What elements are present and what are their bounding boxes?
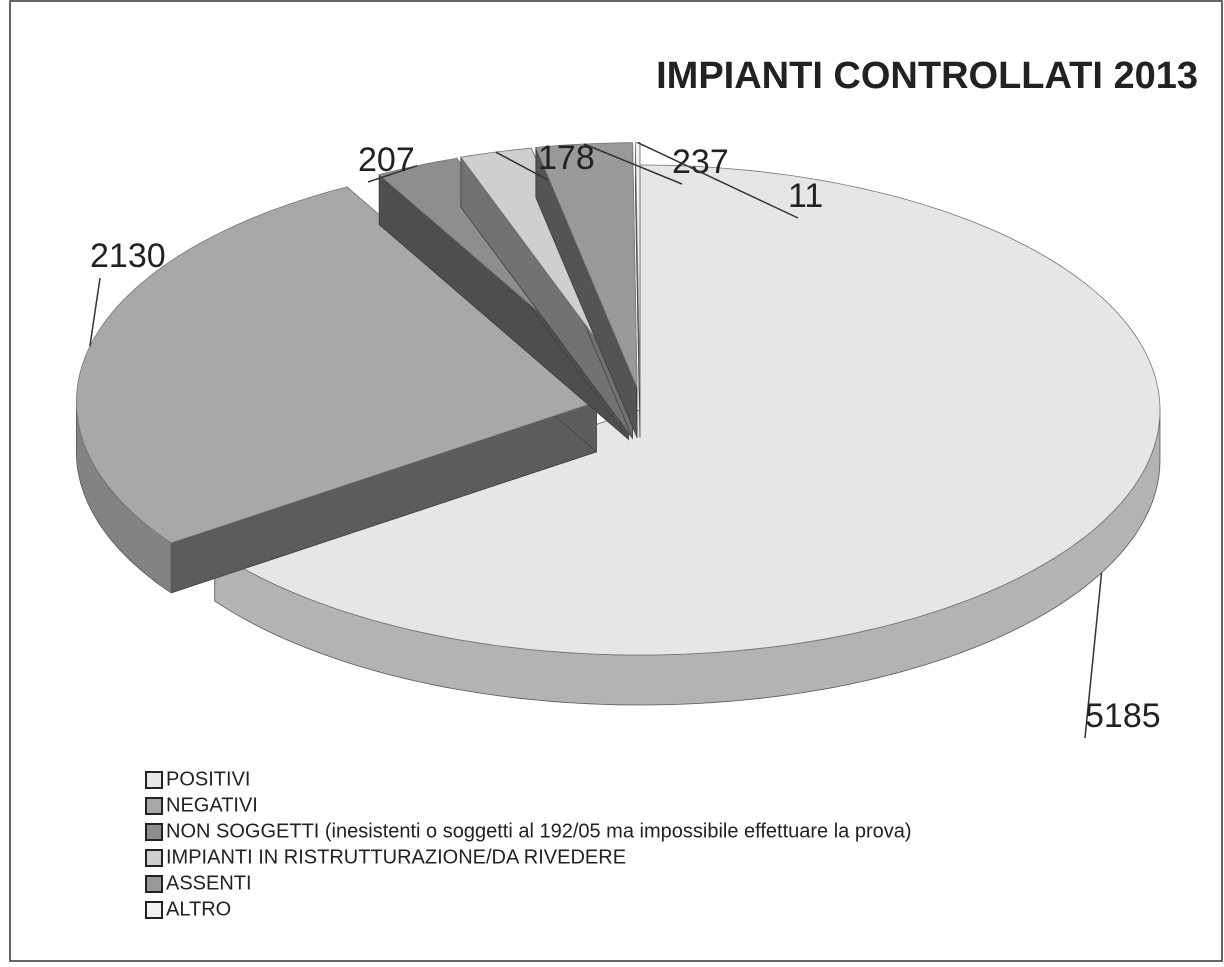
slice-face-shade bbox=[535, 147, 638, 438]
legend-swatch bbox=[145, 901, 163, 919]
leader-line bbox=[1084, 572, 1103, 739]
leader-line bbox=[637, 141, 799, 219]
slice-face-shade bbox=[460, 157, 633, 439]
pie-slice bbox=[535, 142, 638, 438]
legend-swatch bbox=[145, 875, 163, 893]
slice-face-shade bbox=[171, 401, 597, 593]
data-label: 207 bbox=[358, 141, 415, 179]
legend-label: ASSENTI bbox=[166, 872, 252, 894]
pie-slice bbox=[76, 186, 598, 594]
chart-title: IMPIANTI CONTROLLATI 2013 bbox=[656, 55, 1198, 97]
pie-slice bbox=[634, 142, 641, 438]
legend-label: ALTRO bbox=[166, 898, 231, 920]
slice-top bbox=[213, 164, 1161, 656]
legend-swatch bbox=[145, 771, 163, 789]
leader-line bbox=[367, 164, 418, 183]
slice-top bbox=[76, 186, 598, 544]
leader-line bbox=[495, 151, 549, 181]
legend-swatch bbox=[145, 797, 163, 815]
legend-swatch bbox=[145, 823, 163, 841]
slice-top bbox=[634, 142, 641, 388]
data-label: 2130 bbox=[90, 237, 166, 275]
legend-label: IMPIANTI IN RISTRUTTURAZIONE/DA RIVEDERE bbox=[166, 846, 626, 868]
data-label: 11 bbox=[788, 177, 823, 215]
leader-line bbox=[583, 143, 683, 185]
data-label: 237 bbox=[672, 143, 729, 181]
legend-label: NEGATIVI bbox=[166, 794, 258, 816]
slice-side-shade bbox=[76, 401, 172, 593]
legend-label: POSITIVI bbox=[166, 768, 250, 790]
slice-face-shade bbox=[379, 174, 629, 440]
legend-swatch bbox=[145, 849, 163, 867]
slice-top bbox=[460, 147, 633, 389]
leader-line bbox=[89, 277, 101, 347]
slice-side-shade bbox=[214, 410, 1161, 705]
legend-label: NON SOGGETTI (inesistenti o soggetti al … bbox=[166, 820, 912, 842]
data-label: 5185 bbox=[1085, 697, 1161, 735]
